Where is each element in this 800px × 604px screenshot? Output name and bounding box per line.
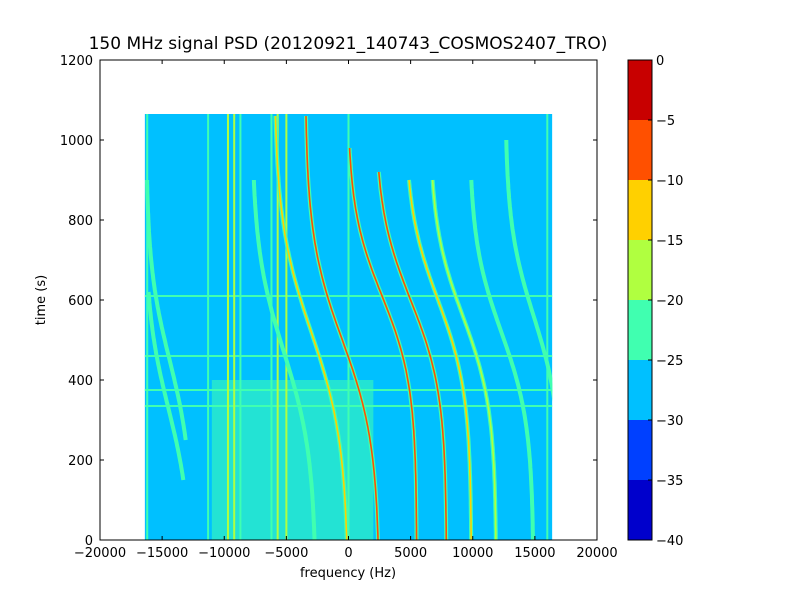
colorbar-tick-label: −40 xyxy=(656,534,683,549)
colorbar-band xyxy=(628,120,652,180)
y-tick-label: 0 xyxy=(85,534,93,549)
y-tick-label: 600 xyxy=(68,294,93,309)
doppler-track xyxy=(253,179,316,540)
doppler-track xyxy=(378,171,448,540)
colorbar-band xyxy=(628,300,652,360)
colorbar-tick-label: −20 xyxy=(656,294,683,309)
colorbar-tick-label: −15 xyxy=(656,234,683,249)
x-tick-label: −5000 xyxy=(264,546,308,561)
colorbar-tick-label: −35 xyxy=(656,474,683,489)
doppler-track xyxy=(505,139,553,393)
y-tick-label: 1000 xyxy=(60,134,93,149)
colorbar-band xyxy=(628,360,652,420)
spectrogram xyxy=(144,114,553,540)
y-tick-label: 1200 xyxy=(60,54,93,69)
x-tick-label: 5000 xyxy=(394,546,427,561)
x-tick-label: 0 xyxy=(344,546,352,561)
x-tick-label: −15000 xyxy=(136,546,188,561)
colorbar-tick-label: −25 xyxy=(656,354,683,369)
doppler-track xyxy=(305,115,379,540)
colorbar-band xyxy=(628,480,652,540)
y-axis-label: time (s) xyxy=(34,275,49,325)
x-axis-label: frequency (Hz) xyxy=(300,566,396,581)
chart-title: 150 MHz signal PSD (20120921_140743_COSM… xyxy=(89,34,608,54)
doppler-track xyxy=(146,180,187,441)
doppler-track xyxy=(431,179,497,540)
colorbar-tick-label: −10 xyxy=(656,174,683,189)
x-tick-label: 20000 xyxy=(576,546,617,561)
colorbar-band xyxy=(628,180,652,240)
colorbar-band xyxy=(628,240,652,300)
doppler-track xyxy=(147,291,185,481)
y-tick-label: 400 xyxy=(68,374,93,389)
colorbar-tick-label: 0 xyxy=(656,54,664,69)
doppler-track xyxy=(274,115,348,540)
doppler-track xyxy=(470,179,534,540)
x-tick-label: −20000 xyxy=(74,546,126,561)
y-tick-label: 200 xyxy=(68,454,93,469)
colorbar-band xyxy=(628,420,652,480)
x-tick-label: 15000 xyxy=(514,546,555,561)
doppler-track xyxy=(348,147,418,540)
colorbar-band xyxy=(628,60,652,120)
x-tick-label: −10000 xyxy=(198,546,250,561)
colorbar-tick-label: −5 xyxy=(656,114,675,129)
x-tick-label: 10000 xyxy=(452,546,493,561)
y-tick-label: 800 xyxy=(68,214,93,229)
doppler-track xyxy=(408,179,472,540)
colorbar-tick-label: −30 xyxy=(656,414,683,429)
